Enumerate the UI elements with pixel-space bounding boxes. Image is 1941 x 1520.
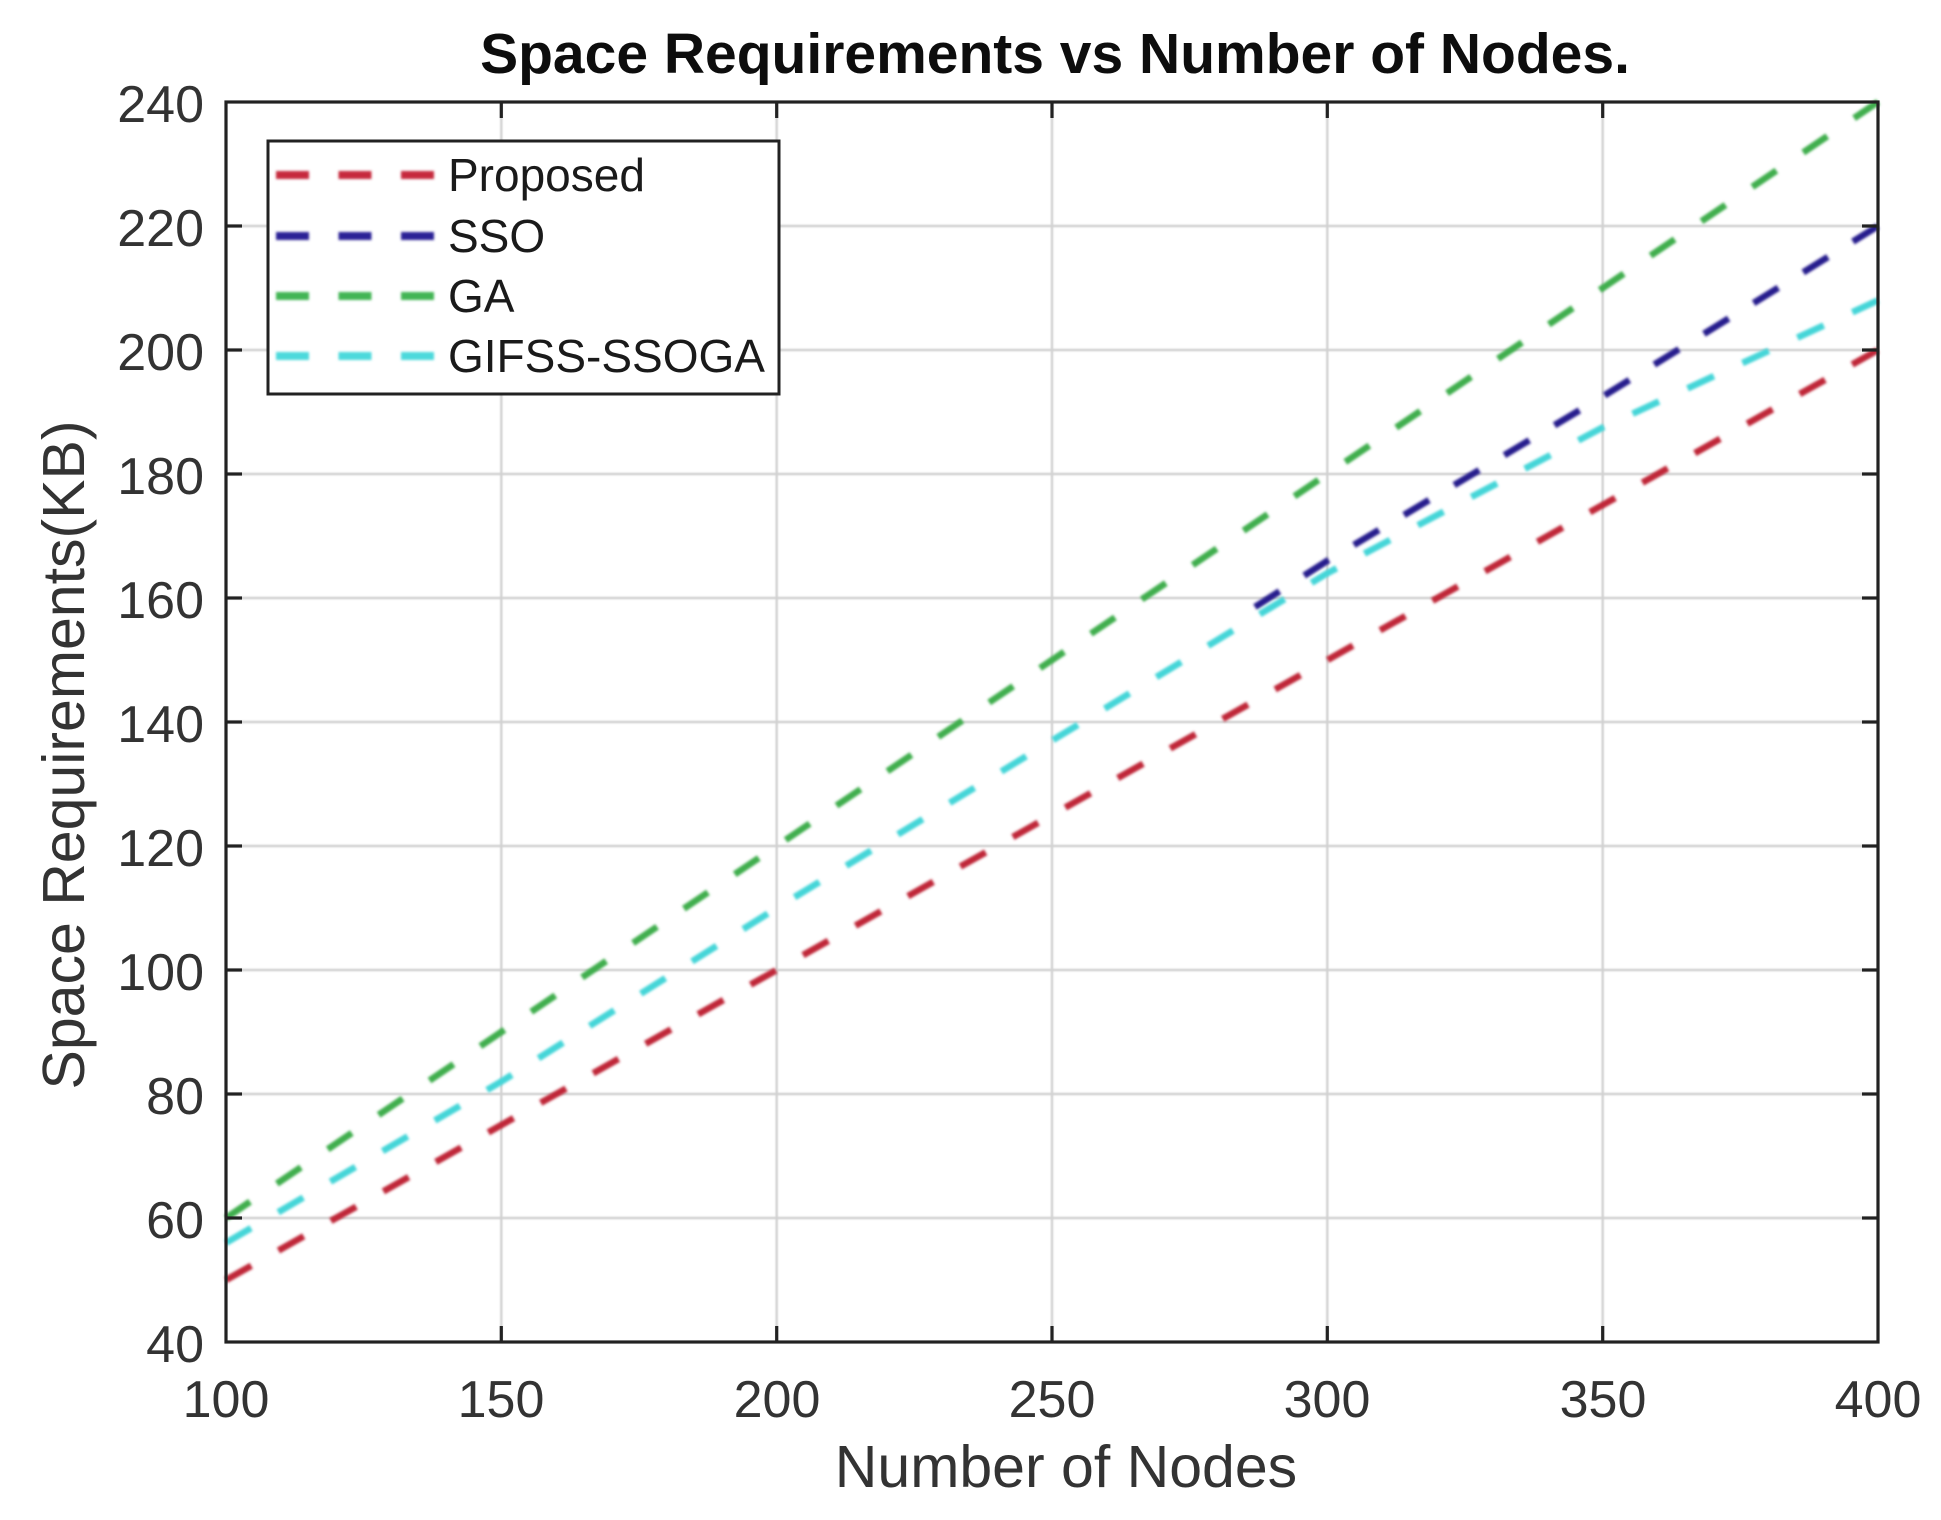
svg-text:150: 150 xyxy=(458,1371,545,1429)
svg-text:120: 120 xyxy=(117,820,204,878)
svg-text:Space Requirements vs Number o: Space Requirements vs Number of Nodes. xyxy=(480,22,1630,86)
svg-text:Space Requirements(KB): Space Requirements(KB) xyxy=(31,421,97,1090)
svg-text:Proposed: Proposed xyxy=(448,149,645,201)
svg-text:300: 300 xyxy=(1284,1371,1371,1429)
svg-text:220: 220 xyxy=(117,200,204,258)
svg-text:GA: GA xyxy=(448,270,515,322)
svg-text:100: 100 xyxy=(183,1371,270,1429)
svg-text:400: 400 xyxy=(1835,1371,1922,1429)
svg-text:350: 350 xyxy=(1560,1371,1647,1429)
svg-text:200: 200 xyxy=(734,1371,821,1429)
svg-text:200: 200 xyxy=(117,324,204,382)
svg-text:GIFSS-SSOGA: GIFSS-SSOGA xyxy=(448,330,765,382)
svg-text:100: 100 xyxy=(117,944,204,1002)
svg-text:160: 160 xyxy=(117,572,204,630)
svg-text:SSO: SSO xyxy=(448,210,545,262)
svg-text:140: 140 xyxy=(117,696,204,754)
svg-text:180: 180 xyxy=(117,448,204,506)
svg-text:240: 240 xyxy=(117,76,204,134)
svg-text:40: 40 xyxy=(146,1316,204,1374)
svg-text:Number of Nodes: Number of Nodes xyxy=(835,1434,1297,1500)
svg-text:80: 80 xyxy=(146,1068,204,1126)
svg-text:250: 250 xyxy=(1009,1371,1096,1429)
svg-text:60: 60 xyxy=(146,1192,204,1250)
